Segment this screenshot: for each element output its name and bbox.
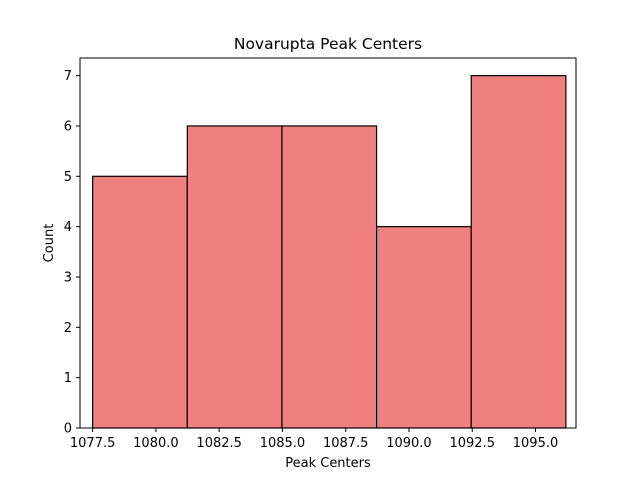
x-tick-label: 1095.0 [513, 436, 559, 451]
y-tick-label: 3 [64, 270, 72, 285]
y-tick-label: 4 [64, 220, 72, 235]
histogram-bar-3 [281, 125, 378, 429]
x-tick-label: 1087.5 [323, 436, 369, 451]
x-ticks-group: 1077.5 1080.0 1082.5 1085.0 1087.5 1090.0 1092… [70, 428, 558, 451]
y-tick-label: 2 [64, 321, 72, 336]
x-tick-label: 1090.0 [386, 436, 432, 451]
axes-frame [79, 57, 577, 429]
x-tick-label: 1082.5 [196, 436, 242, 451]
y-tick-label: 7 [64, 69, 72, 84]
y-tick-label: 1 [64, 371, 72, 386]
x-axis-label: Peak Centers [285, 456, 371, 471]
histogram-bar-2 [186, 125, 283, 429]
histogram-bar-4 [375, 226, 472, 429]
x-tick-label: 1080.0 [133, 436, 179, 451]
histogram-bar-1 [92, 175, 188, 429]
y-ticks-group: 0 1 2 3 4 5 6 7 [64, 69, 80, 437]
y-axis-label: Count [42, 224, 57, 263]
histogram-bar-5 [470, 75, 567, 429]
bars-group [92, 75, 567, 429]
x-tick-label: 1085.0 [260, 436, 306, 451]
x-tick-label: 1077.5 [70, 436, 116, 451]
y-tick-label: 5 [64, 170, 72, 185]
y-tick-label: 0 [64, 422, 72, 437]
y-tick-label: 6 [64, 119, 72, 134]
x-tick-label: 1092.5 [449, 436, 495, 451]
chart-title: Novarupta Peak Centers [234, 35, 422, 53]
